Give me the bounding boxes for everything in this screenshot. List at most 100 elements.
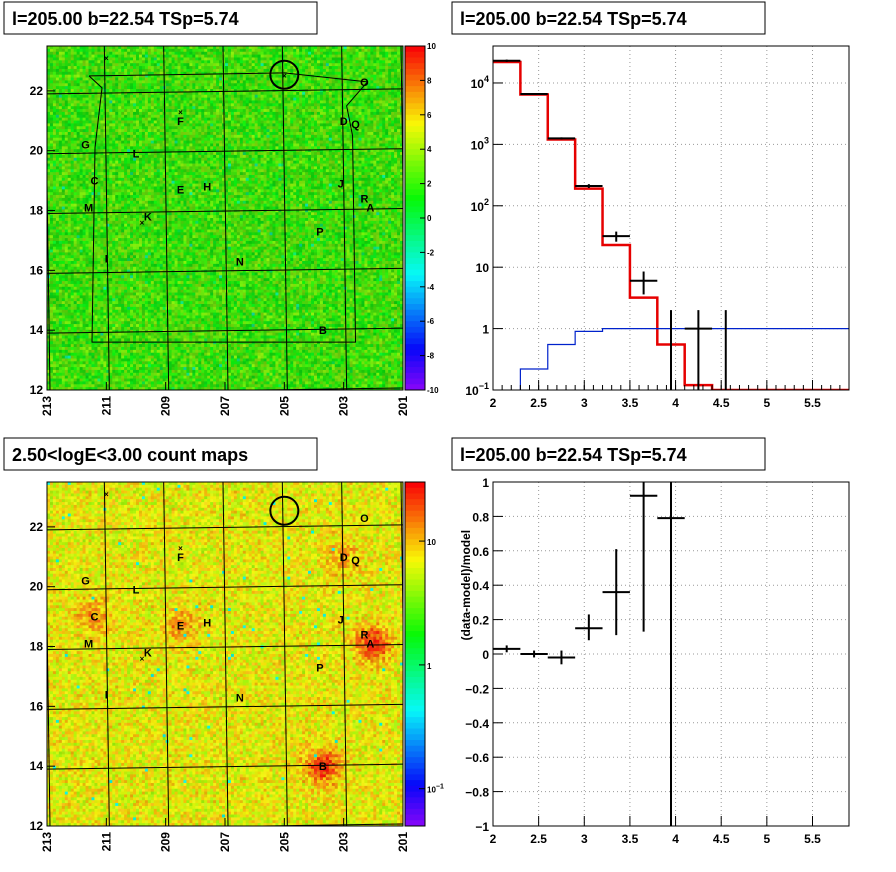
title-box-bl: 2.50<logE<3.00 count maps [3, 437, 318, 471]
colorbar-cell [405, 275, 425, 282]
x-tick-label: 203 [337, 832, 351, 852]
y-tick-label: 14 [30, 323, 44, 337]
colorbar-cell [405, 384, 425, 391]
colorbar-cell [405, 740, 425, 747]
colorbar-frame [404, 481, 426, 827]
colorbar-cell [405, 298, 425, 305]
lat-line [47, 524, 403, 531]
source-label-B: B [319, 761, 327, 773]
colorbar-cell [405, 86, 425, 93]
source-label-B: B [319, 325, 327, 337]
colorbar-cell [405, 636, 425, 644]
colorbar-cell [405, 803, 425, 810]
colorbar-tick-label: 10 [427, 538, 436, 547]
colorbar-cell [405, 516, 425, 523]
source-label-R: R [360, 630, 368, 642]
title-box-br: l=205.00 b=22.54 TSp=5.74 [451, 437, 766, 471]
y-tick-label: 0 [482, 648, 489, 662]
colorbar-cell [405, 631, 425, 638]
colorbar-cell [405, 74, 425, 81]
source-label-K: K [144, 648, 152, 660]
data-point [493, 645, 521, 653]
y-tick-label: 22 [30, 520, 44, 534]
colorbar-cell [405, 482, 425, 489]
colorbar-cell [405, 57, 425, 64]
series-background [519, 327, 849, 390]
colorbar-cell [405, 240, 425, 248]
colorbar-cell [405, 556, 425, 563]
colorbar-cell [405, 103, 425, 110]
colorbar-cell [405, 304, 425, 311]
data-point [493, 59, 521, 62]
source-label-K: K [144, 212, 152, 224]
lat-line [47, 327, 403, 334]
x-tick-label: 211 [99, 396, 113, 416]
colorbar-tick-label: -2 [427, 248, 435, 257]
colorbar-cell [405, 160, 425, 167]
data-point [629, 271, 658, 295]
data-point [547, 137, 576, 140]
colorbar-cell [405, 46, 425, 53]
x-tick-label: 4.5 [713, 832, 730, 846]
colorbar-cell [405, 499, 425, 506]
data-point [575, 614, 603, 641]
colorbar-cell [405, 51, 425, 58]
lat-line [47, 267, 403, 274]
colorbar-cell [405, 613, 425, 621]
y-tick-label: 22 [30, 84, 44, 98]
points-layer [493, 482, 685, 826]
y-tick-label: 102 [471, 197, 489, 214]
colorbar-cell [405, 682, 425, 689]
colorbar-cell [405, 223, 425, 230]
colorbar-tick-label: 4 [427, 145, 432, 154]
colorbar-tick-label: -8 [427, 352, 435, 361]
lat-line [47, 703, 403, 710]
y-tick-label: −0.2 [465, 682, 489, 696]
y-tick-label: 10−1 [465, 381, 489, 398]
colorbar-cell [405, 132, 425, 139]
lon-line [222, 482, 229, 826]
x-tick-label: 2 [490, 832, 497, 846]
colorbar-cell [405, 757, 425, 764]
source-label-Q: Q [351, 555, 360, 567]
colorbar-cell [405, 728, 425, 735]
source-marker: × [178, 108, 183, 117]
y-tick-label: 1 [482, 323, 489, 337]
title-bl: 2.50<logE<3.00 count maps [12, 445, 248, 465]
colorbar-tick-label: -4 [427, 283, 435, 292]
data-point [520, 93, 548, 96]
data-point [547, 650, 576, 665]
colorbar-cell [405, 533, 425, 540]
colorbar-cell [405, 671, 425, 678]
colorbar-cell [405, 355, 425, 362]
source-label-O: O [360, 77, 369, 89]
colorbar-cell [405, 372, 425, 380]
colorbar-cell [405, 676, 425, 684]
coordinate-grid [47, 46, 403, 390]
colorbar-cell [405, 252, 425, 259]
y-tick-label: −0.6 [465, 751, 489, 765]
source-label-L: L [133, 149, 140, 161]
data-point [602, 231, 630, 242]
source-label-Q: Q [351, 119, 360, 131]
lon-line [222, 46, 229, 390]
colorbar-tick-label: -10 [427, 386, 439, 395]
y-tick-label: 104 [471, 74, 489, 91]
source-label-H: H [203, 618, 211, 630]
source-label-N: N [236, 692, 244, 704]
colorbar-cell [405, 717, 425, 724]
lat-line [47, 88, 403, 95]
y-tick-label: 16 [30, 263, 44, 277]
lon-line [400, 46, 403, 219]
lon-line [281, 482, 288, 826]
count-map-panel: × × × O D Q G L F C J E H RA M K P I N B 12 14 16 18 20 22 213 211 2… [30, 481, 444, 852]
colorbar-cell [405, 281, 425, 288]
source-label-F: F [177, 116, 184, 128]
y-tick-label: 18 [30, 204, 44, 218]
colorbar-cell [405, 91, 425, 99]
colorbar-cell [405, 309, 425, 316]
source-label-R: R [360, 194, 368, 206]
y-tick-label: 20 [30, 144, 44, 158]
